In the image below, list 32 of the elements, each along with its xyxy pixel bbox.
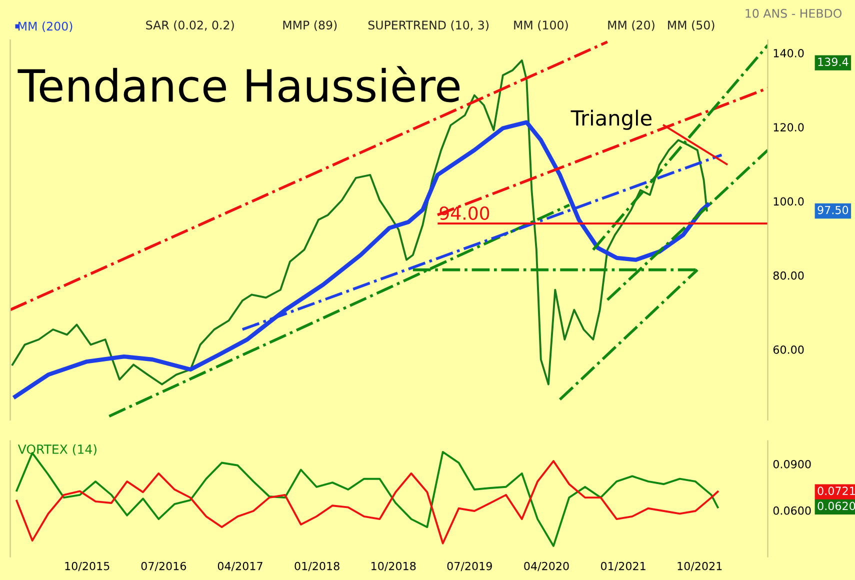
text: 0.0721 xyxy=(818,486,855,496)
y-tick-label: 0.0900 xyxy=(773,460,811,468)
chart-title: VORTEX (14) xyxy=(18,444,96,456)
x-tick-label: 04/2020 xyxy=(524,562,569,572)
text: 0.0620 xyxy=(818,502,855,510)
text: 97.50 xyxy=(818,206,848,214)
x-tick-label: 10/2015 xyxy=(65,562,110,572)
text: MMP (89) xyxy=(283,20,337,31)
y-tick-label: 140.0 xyxy=(774,48,804,58)
x-tick-label: 10/2018 xyxy=(371,562,416,572)
text: MM (20) xyxy=(608,20,654,31)
y-tick-label: 120.0 xyxy=(774,123,804,132)
x-tick-label: 04/2017 xyxy=(218,562,262,572)
y-tick-label: 60.00 xyxy=(773,345,804,354)
y-tick-label: 80.00 xyxy=(773,271,804,280)
annotation: Tendance Haussière xyxy=(18,66,460,102)
x-tick-label: 01/2018 xyxy=(294,562,340,572)
x-tick-label: 01/2021 xyxy=(600,562,646,572)
x-tick-label: 10/2021 xyxy=(678,562,722,572)
y-tick-label: 100.0 xyxy=(774,197,804,206)
annotation: 94.00 xyxy=(440,206,490,220)
x-tick-label: 07/2016 xyxy=(141,562,186,572)
y-tick-label: 0.0600 xyxy=(773,506,811,515)
legend-label: MM (200) xyxy=(18,22,72,32)
annotation: Triangle xyxy=(570,110,652,130)
text: MM (100) xyxy=(514,20,568,31)
text: MM (50) xyxy=(668,20,714,31)
x-tick-label: 07/2019 xyxy=(447,562,492,572)
text: SAR (0.02, 0.2) xyxy=(146,20,234,31)
text: 10 ANS - HEBDO xyxy=(746,8,842,18)
text: SUPERTREND (10, 3) xyxy=(368,20,488,31)
text: 139.4 xyxy=(818,58,848,66)
